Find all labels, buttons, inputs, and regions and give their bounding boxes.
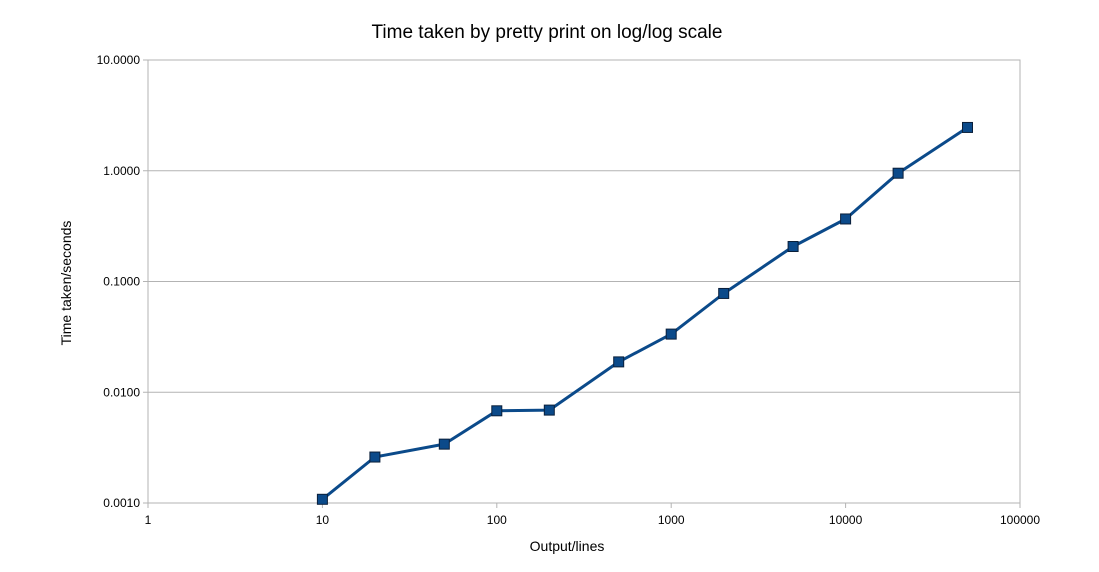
data-point-marker	[316, 493, 328, 505]
x-tick-label: 1000	[658, 513, 685, 527]
data-point-marker	[962, 121, 974, 133]
data-point-marker	[718, 287, 730, 299]
data-point-marker	[787, 241, 799, 253]
data-point-marker	[665, 328, 677, 340]
data-point-marker	[438, 438, 450, 450]
gridlines	[148, 59, 1020, 504]
data-point-marker	[369, 451, 381, 463]
series-line	[321, 126, 969, 501]
series-group	[316, 121, 974, 505]
x-tick-label: 10	[316, 513, 330, 527]
x-tick-label: 100000	[1000, 513, 1040, 527]
data-point-marker	[491, 405, 503, 417]
axis-ticks: 0.0010 0.0100 0.1000 1.0000 10.0000 1 10 100 100…	[97, 53, 1041, 527]
y-axis-label: Time taken/seconds	[58, 221, 74, 346]
data-point-marker	[613, 356, 625, 368]
chart-title: Time taken by pretty print on log/log sc…	[372, 22, 723, 43]
x-tick-label: 100	[487, 513, 507, 527]
x-axis-label: Output/lines	[530, 538, 605, 554]
x-tick-label: 1	[145, 513, 152, 527]
data-point-marker	[892, 167, 904, 179]
y-tick-label: 0.1000	[103, 275, 140, 289]
data-point-marker	[840, 213, 852, 225]
x-tick-label: 10000	[829, 513, 863, 527]
y-tick-label: 0.0100	[103, 385, 140, 399]
data-point-marker	[543, 404, 555, 416]
y-tick-label: 0.0010	[103, 496, 140, 510]
y-tick-label: 1.0000	[103, 164, 140, 178]
y-tick-label: 10.0000	[97, 53, 141, 67]
